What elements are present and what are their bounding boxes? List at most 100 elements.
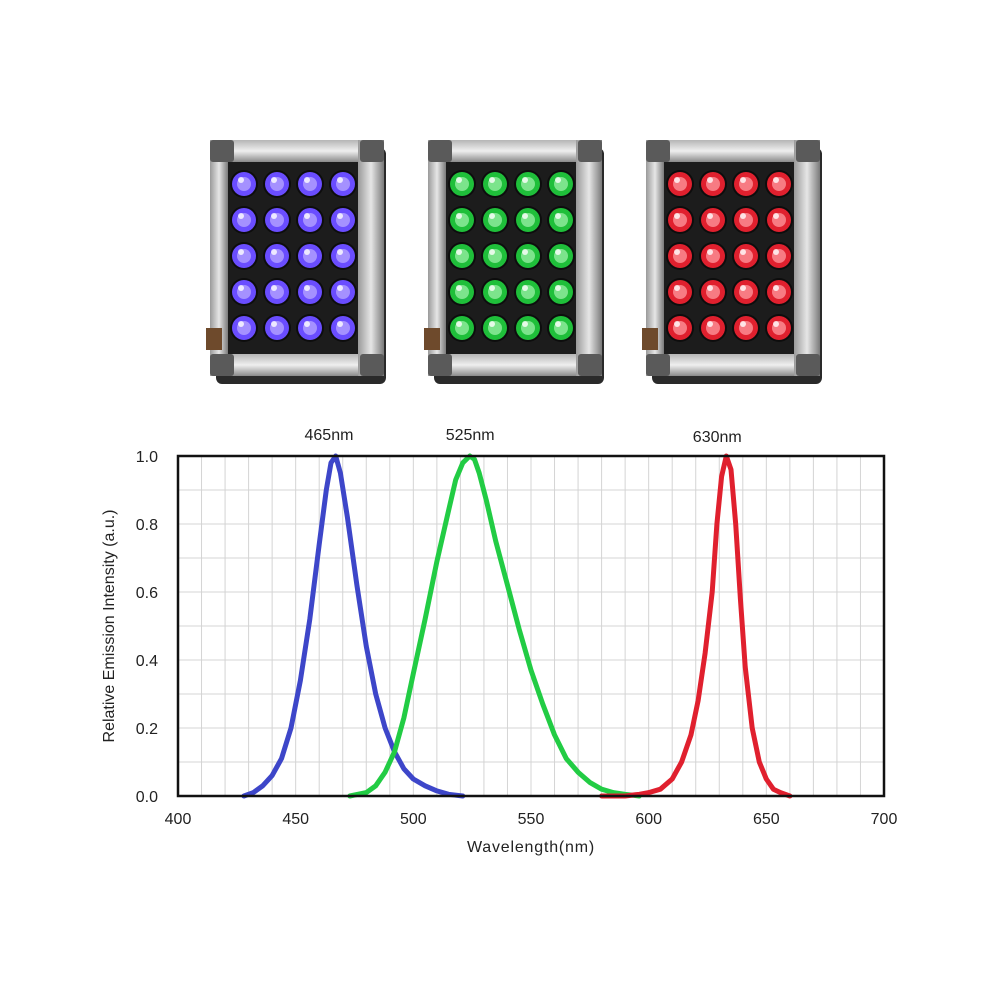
y-tick-label: 0.2: [136, 721, 158, 738]
led-lens: [448, 206, 476, 234]
panel-corner: [796, 140, 820, 162]
led-lens: [547, 206, 575, 234]
led-lens: [666, 170, 694, 198]
y-axis-label: Relative Emission Intensity (a.u.): [101, 510, 118, 743]
led-lens: [263, 170, 291, 198]
led-lens: [699, 242, 727, 270]
peak-label: 465nm: [305, 427, 354, 444]
panel-corner: [578, 140, 602, 162]
panel-right-rail: [576, 140, 602, 376]
y-tick-label: 0.4: [136, 653, 158, 670]
panel-corner: [646, 140, 670, 162]
led-lens: [448, 278, 476, 306]
led-lens: [514, 314, 542, 342]
led-lens: [230, 242, 258, 270]
x-tick-label: 550: [518, 811, 545, 828]
panel-corner: [360, 140, 384, 162]
led-lens: [666, 314, 694, 342]
led-lens: [329, 242, 357, 270]
panel-top-rail: [210, 140, 380, 162]
led-lens: [481, 206, 509, 234]
led-lens: [765, 206, 793, 234]
panel-top-rail: [428, 140, 598, 162]
plot-frame: [176, 454, 886, 798]
panel-corner: [428, 140, 452, 162]
led-lens: [699, 314, 727, 342]
x-tick-label: 500: [400, 811, 427, 828]
x-tick-label: 450: [282, 811, 309, 828]
panel-left-rail: [428, 140, 446, 376]
panel-bottom-rail: [646, 354, 816, 376]
led-lens: [296, 170, 324, 198]
spectrum-chart: 400 450 500 550 600 650 700 0.0 0.2 0.4 0.6 0.8 1.0…: [101, 427, 897, 856]
led-lens: [296, 206, 324, 234]
panel-bottom-rail: [210, 354, 380, 376]
panel-bracket: [424, 328, 440, 350]
led-lens: [448, 170, 476, 198]
panel-corner: [796, 354, 820, 376]
led-lens: [732, 206, 760, 234]
led-lens: [547, 170, 575, 198]
led-lens: [296, 314, 324, 342]
led-lens: [263, 314, 291, 342]
emission-curves: [241, 453, 793, 799]
led-lens: [481, 242, 509, 270]
led-lens: [230, 278, 258, 306]
led-lens: [448, 314, 476, 342]
led-lens: [481, 278, 509, 306]
led-lens: [547, 278, 575, 306]
led-lens: [514, 170, 542, 198]
led-lens: [514, 242, 542, 270]
x-axis-label: Wavelength(nm): [467, 839, 595, 856]
panel-right-rail: [794, 140, 820, 376]
panel-left-rail: [210, 140, 228, 376]
panel-corner: [360, 354, 384, 376]
led-lens: [666, 278, 694, 306]
panel-bracket: [206, 328, 222, 350]
led-lens: [263, 242, 291, 270]
led-lens: [514, 206, 542, 234]
led-lens: [699, 170, 727, 198]
led-lens: [230, 314, 258, 342]
panel-bottom-rail: [428, 354, 598, 376]
led-lens: [765, 242, 793, 270]
x-tick-label: 650: [753, 811, 780, 828]
led-lens: [329, 278, 357, 306]
led-lens: [765, 170, 793, 198]
y-tick-label: 0.6: [136, 585, 158, 602]
led-lens: [296, 242, 324, 270]
led-lens: [732, 278, 760, 306]
led-lens: [547, 242, 575, 270]
led-lens: [514, 278, 542, 306]
panel-corner: [428, 354, 452, 376]
y-tick-label: 0.8: [136, 517, 158, 534]
panel-right-rail: [358, 140, 384, 376]
led-lens: [329, 206, 357, 234]
x-tick-label: 400: [165, 811, 192, 828]
y-tick-label: 1.0: [136, 449, 158, 466]
emission-curve-2: [347, 453, 642, 799]
led-panels: [206, 140, 822, 384]
peak-label: 630nm: [693, 429, 742, 446]
panel-left-rail: [646, 140, 664, 376]
blue-led-panel: [206, 140, 386, 384]
led-lens: [230, 170, 258, 198]
panel-corner: [210, 354, 234, 376]
x-tick-label: 700: [871, 811, 898, 828]
y-tick-labels: 0.0 0.2 0.4 0.6 0.8 1.0: [136, 449, 158, 806]
x-tick-label: 600: [635, 811, 662, 828]
led-lens: [699, 206, 727, 234]
led-lens: [481, 170, 509, 198]
led-lens: [666, 206, 694, 234]
led-lens: [666, 242, 694, 270]
y-tick-label: 0.0: [136, 789, 158, 806]
panel-corner: [578, 354, 602, 376]
panel-corner: [210, 140, 234, 162]
x-tick-labels: 400 450 500 550 600 650 700: [165, 811, 898, 828]
red-led-panel: [642, 140, 822, 384]
led-lens: [732, 314, 760, 342]
led-lens: [732, 242, 760, 270]
led-lens: [329, 314, 357, 342]
